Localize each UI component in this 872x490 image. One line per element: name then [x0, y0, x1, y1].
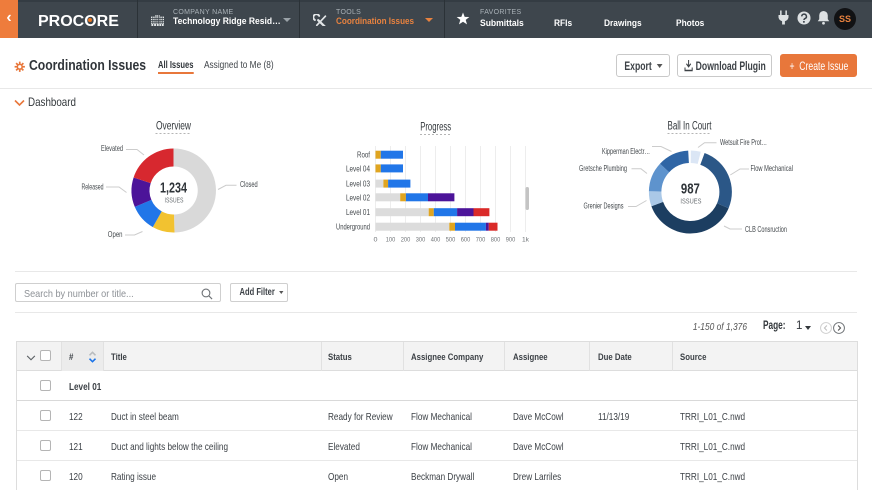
svg-text:Dashboard: Dashboard [28, 95, 76, 109]
svg-text:1k: 1k [522, 237, 530, 244]
svg-text:Ball In Court: Ball In Court [668, 121, 713, 133]
svg-text:Wetsuit Fire Prot…: Wetsuit Fire Prot… [720, 137, 767, 147]
svg-text:ISSUES: ISSUES [680, 199, 701, 206]
svg-text:700: 700 [476, 237, 486, 244]
svg-text:0: 0 [374, 237, 378, 244]
svg-text:Roof: Roof [357, 150, 370, 160]
svg-text:Level 01: Level 01 [346, 207, 370, 217]
svg-text:Underground: Underground [336, 222, 370, 232]
svg-text:987: 987 [681, 182, 700, 198]
svg-text:Gretsche Plumbing: Gretsche Plumbing [579, 163, 627, 173]
svg-text:ISSUES: ISSUES [165, 198, 184, 205]
svg-text:300: 300 [416, 237, 426, 244]
svg-text:400: 400 [431, 237, 441, 244]
svg-text:Level 03: Level 03 [346, 179, 370, 189]
svg-text:Level 02: Level 02 [346, 192, 370, 202]
svg-text:CLB Consruction: CLB Consruction [745, 224, 787, 234]
svg-text:200: 200 [401, 237, 411, 244]
svg-text:Level 04: Level 04 [346, 163, 370, 173]
svg-text:600: 600 [461, 237, 471, 244]
svg-text:Kipperman Electr…: Kipperman Electr… [602, 146, 650, 156]
svg-text:900: 900 [506, 237, 516, 244]
svg-text:100: 100 [386, 237, 396, 244]
svg-text:800: 800 [491, 237, 501, 244]
svg-text:1,234: 1,234 [160, 181, 187, 197]
svg-text:Closed: Closed [240, 179, 258, 189]
svg-text:Elevated: Elevated [101, 143, 123, 153]
svg-text:Open: Open [108, 229, 123, 239]
svg-text:Released: Released [82, 182, 104, 192]
svg-text:Progress: Progress [420, 122, 451, 134]
svg-text:Flow Mechanical: Flow Mechanical [751, 163, 794, 173]
svg-text:500: 500 [446, 237, 456, 244]
svg-text:Grenier Designs: Grenier Designs [584, 201, 624, 211]
svg-text:Overview: Overview [156, 121, 191, 133]
